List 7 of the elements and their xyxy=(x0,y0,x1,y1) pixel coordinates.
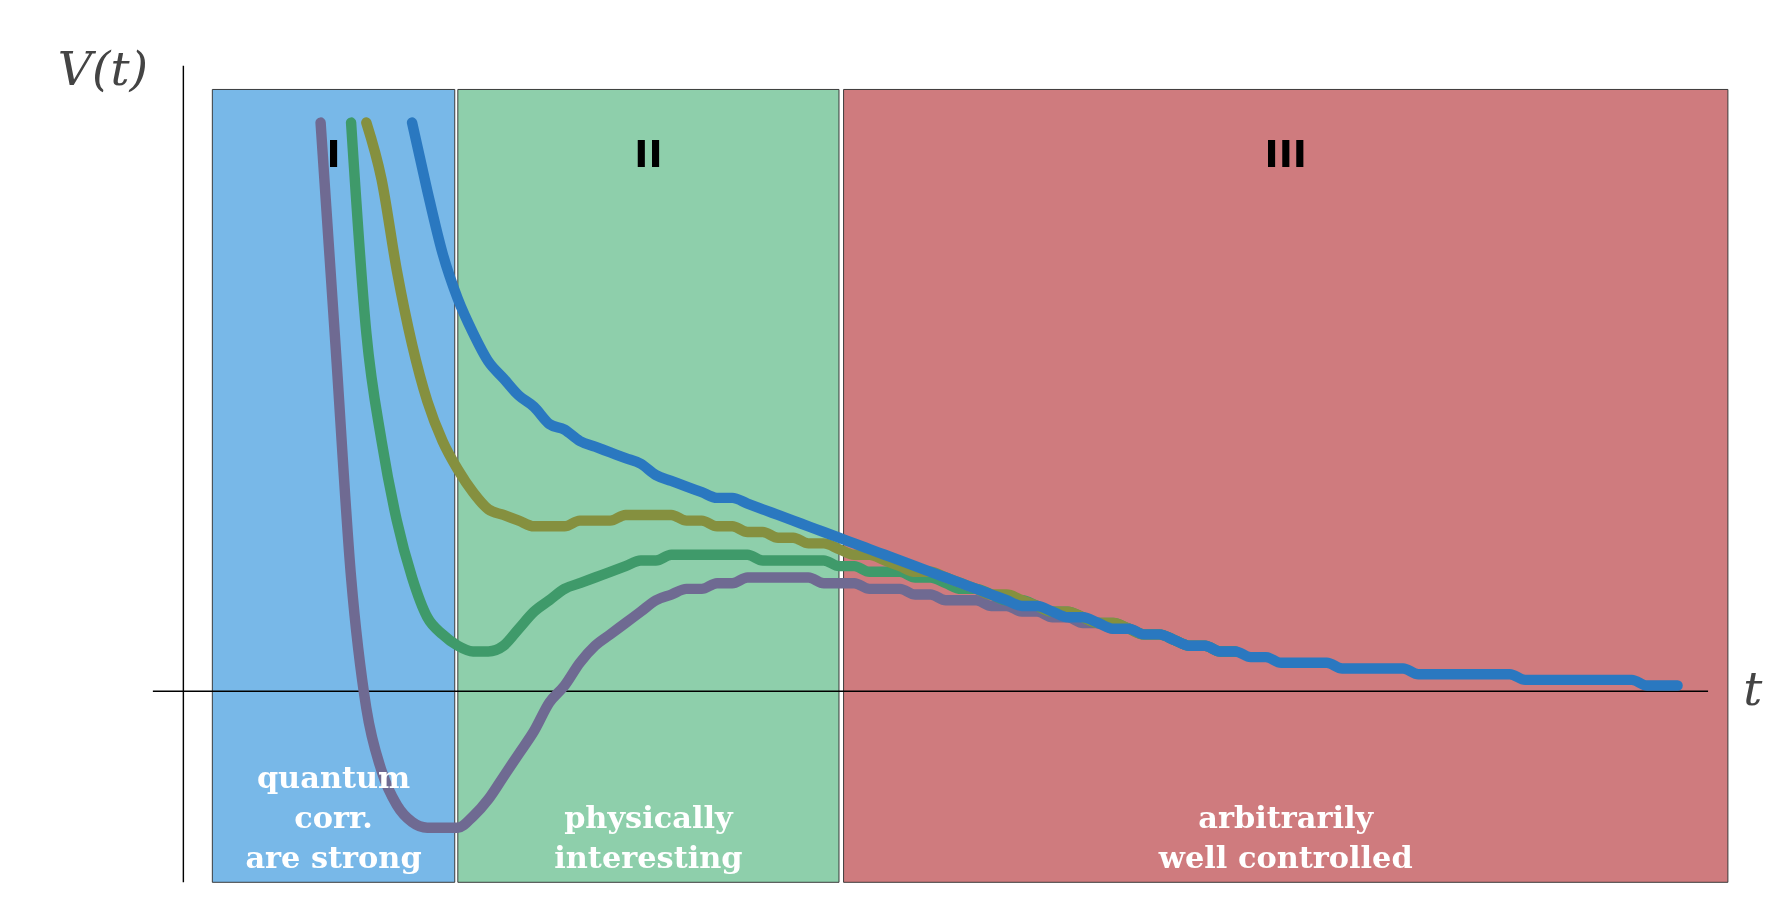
y-axis-title: V(t) xyxy=(57,40,149,96)
annotation: arbitrarily well controlled xyxy=(1157,799,1413,876)
annotation: I xyxy=(326,132,341,177)
annotation: physically interesting xyxy=(554,799,743,876)
annotation: II xyxy=(634,132,663,177)
annotation: III xyxy=(1264,132,1307,177)
x-axis-title: t xyxy=(1743,661,1764,717)
